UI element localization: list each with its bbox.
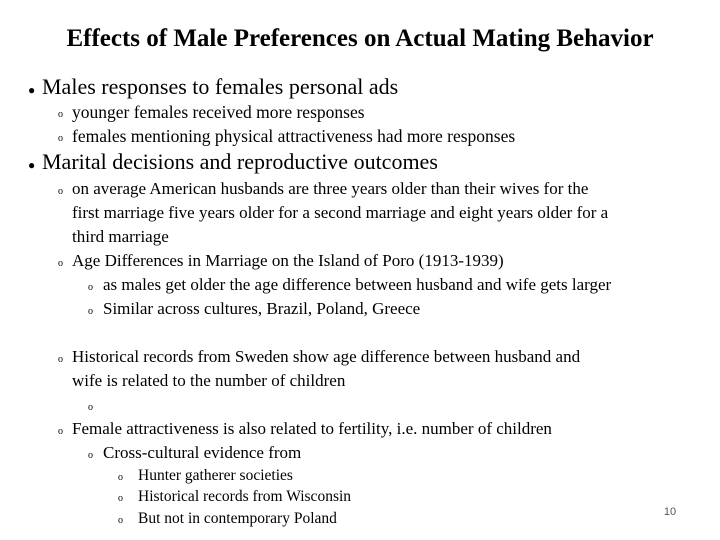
sub-bullet-icon: o	[118, 493, 123, 504]
sub-bullet-icon: o	[58, 186, 63, 197]
bullet-icon: ●	[28, 83, 36, 97]
sub-bullet-icon: o	[58, 426, 63, 437]
bullet-poland: But not in contemporary Poland	[138, 510, 337, 527]
bullet-icon: ●	[28, 158, 36, 172]
bullet-wisconsin: Historical records from Wisconsin	[138, 488, 352, 505]
bullet-sweden-records-line2: wife is related to the number of childre…	[72, 371, 346, 390]
sub-bullet-icon: o	[58, 109, 63, 120]
slide-title: Effects of Male Preferences on Actual Ma…	[66, 25, 654, 52]
bullet-marital-decisions: Marital decisions and reproductive outco…	[42, 149, 438, 174]
sub-bullet-icon: o	[88, 282, 93, 293]
bullet-poro-island: Age Differences in Marriage on the Islan…	[72, 251, 504, 270]
bullet-physical-attractiveness: females mentioning physical attractivene…	[72, 126, 516, 146]
bullet-males-responses: Males responses to females personal ads	[42, 74, 399, 99]
bullet-female-attractiveness: Female attractiveness is also related to…	[72, 419, 552, 438]
sub-bullet-icon: o	[88, 450, 93, 461]
bullet-hunter-gatherer: Hunter gatherer societies	[138, 467, 293, 484]
bullet-younger-females: younger females received more responses	[72, 102, 365, 122]
bullet-age-difference-larger: as males get older the age difference be…	[103, 275, 612, 294]
sub-bullet-icon: o	[58, 354, 63, 365]
sub-bullet-icon: o	[58, 258, 63, 269]
empty-sub-bullet-icon: o	[88, 402, 93, 413]
bullet-american-husbands-line3: third marriage	[72, 227, 169, 246]
bullet-cross-cultural: Cross-cultural evidence from	[103, 443, 302, 462]
bullet-similar-cultures: Similar across cultures, Brazil, Poland,…	[103, 299, 421, 318]
bullet-american-husbands-line1: on average American husbands are three y…	[72, 179, 589, 198]
page-number: 10	[663, 506, 677, 518]
bullet-sweden-records-line1: Historical records from Sweden show age …	[72, 347, 581, 366]
sub-bullet-icon: o	[118, 515, 123, 526]
bullet-american-husbands-line2: first marriage five years older for a se…	[72, 203, 609, 222]
sub-bullet-icon: o	[58, 133, 63, 144]
sub-bullet-icon: o	[118, 472, 123, 483]
sub-bullet-icon: o	[88, 306, 93, 317]
